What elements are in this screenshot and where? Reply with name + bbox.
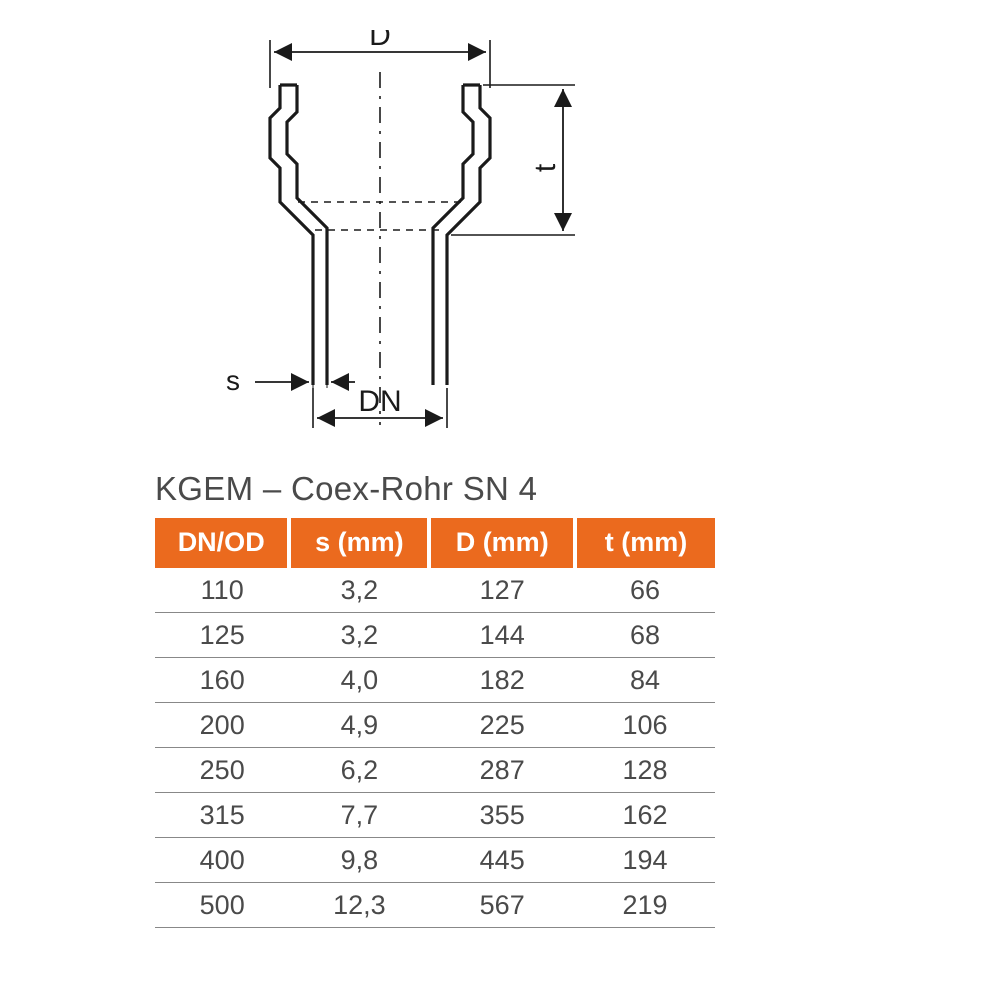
- table-row: 50012,3567219: [155, 883, 715, 928]
- table-cell: 400: [155, 838, 289, 883]
- table-cell: 4,0: [289, 658, 429, 703]
- table-cell: 66: [575, 568, 715, 613]
- table-title: KGEM – Coex-Rohr SN 4: [155, 470, 537, 508]
- table-cell: 106: [575, 703, 715, 748]
- dim-label-s: s: [226, 365, 240, 396]
- dim-label-d: D: [369, 30, 391, 52]
- table-cell: 3,2: [289, 613, 429, 658]
- table-cell: 445: [429, 838, 575, 883]
- dim-label-dn: DN: [358, 385, 401, 418]
- table-row: 1604,018284: [155, 658, 715, 703]
- table-cell: 6,2: [289, 748, 429, 793]
- spec-table: DN/OD s (mm) D (mm) t (mm) 1103,21276612…: [155, 518, 715, 928]
- table-cell: 567: [429, 883, 575, 928]
- table-cell: 162: [575, 793, 715, 838]
- table-row: 1253,214468: [155, 613, 715, 658]
- table-cell: 127: [429, 568, 575, 613]
- table-cell: 194: [575, 838, 715, 883]
- table-cell: 128: [575, 748, 715, 793]
- table-cell: 125: [155, 613, 289, 658]
- table-cell: 3,2: [289, 568, 429, 613]
- table-row: 2506,2287128: [155, 748, 715, 793]
- table-cell: 315: [155, 793, 289, 838]
- table-cell: 110: [155, 568, 289, 613]
- table-cell: 68: [575, 613, 715, 658]
- table-cell: 144: [429, 613, 575, 658]
- table-cell: 182: [429, 658, 575, 703]
- table-cell: 355: [429, 793, 575, 838]
- table-header-row: DN/OD s (mm) D (mm) t (mm): [155, 518, 715, 568]
- col-header: D (mm): [429, 518, 575, 568]
- table-cell: 287: [429, 748, 575, 793]
- col-header: DN/OD: [155, 518, 289, 568]
- table-cell: 12,3: [289, 883, 429, 928]
- col-header: s (mm): [289, 518, 429, 568]
- table-cell: 225: [429, 703, 575, 748]
- table-cell: 7,7: [289, 793, 429, 838]
- spec-table-container: DN/OD s (mm) D (mm) t (mm) 1103,21276612…: [155, 518, 715, 928]
- table-cell: 4,9: [289, 703, 429, 748]
- diagram-svg: D t s DN: [155, 30, 675, 430]
- table-cell: 200: [155, 703, 289, 748]
- col-header: t (mm): [575, 518, 715, 568]
- table-cell: 160: [155, 658, 289, 703]
- pipe-dimension-diagram: D t s DN: [155, 30, 675, 430]
- table-row: 4009,8445194: [155, 838, 715, 883]
- table-cell: 219: [575, 883, 715, 928]
- table-cell: 9,8: [289, 838, 429, 883]
- table-row: 3157,7355162: [155, 793, 715, 838]
- table-row: 1103,212766: [155, 568, 715, 613]
- table-cell: 250: [155, 748, 289, 793]
- table-cell: 84: [575, 658, 715, 703]
- table-row: 2004,9225106: [155, 703, 715, 748]
- dim-label-t: t: [529, 163, 562, 172]
- table-cell: 500: [155, 883, 289, 928]
